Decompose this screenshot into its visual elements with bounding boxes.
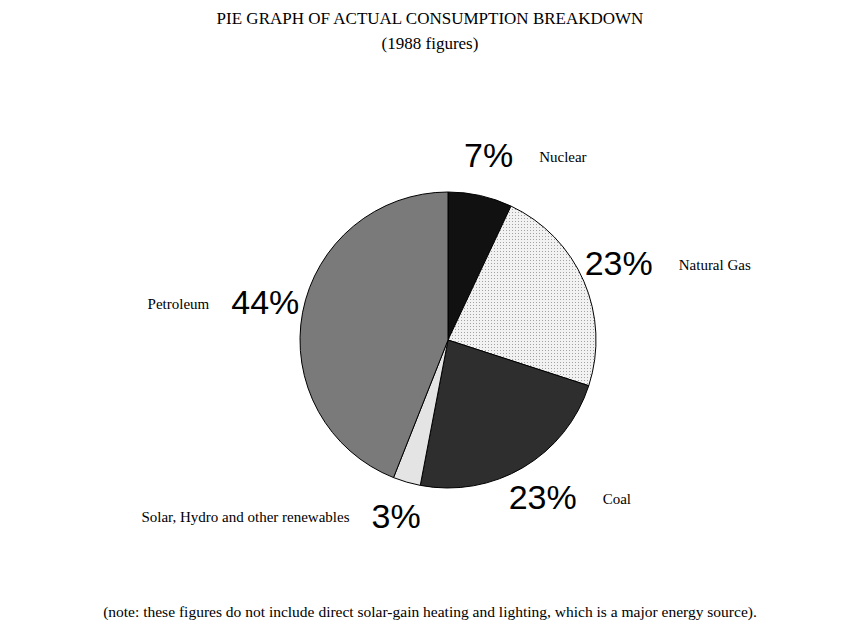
labels: 7% Nuclear 23% Natural Gas 23% Coal 3% Solar, H… — [141, 136, 751, 534]
annotation: (note: these figures do not include dire… — [103, 603, 757, 621]
category-label: Petroleum — [148, 296, 210, 312]
data-label: 23% — [509, 478, 577, 516]
category-label: Nuclear — [539, 149, 586, 165]
category-label: Solar, Hydro and other renewables — [141, 509, 349, 525]
data-label: 44% — [231, 283, 299, 321]
chart: PIE GRAPH OF ACTUAL CONSUMPTION BREAKDOW… — [0, 0, 860, 642]
pie — [300, 192, 596, 488]
data-label: 3% — [372, 497, 421, 535]
category-label: Natural Gas — [679, 257, 751, 273]
category-label: Coal — [603, 491, 631, 507]
slice — [300, 192, 448, 478]
data-label: 7% — [464, 136, 513, 174]
title: PIE GRAPH OF ACTUAL CONSUMPTION BREAKDOW… — [217, 9, 644, 28]
data-label: 23% — [585, 244, 653, 282]
subtitle: (1988 figures) — [382, 34, 479, 53]
slice — [420, 340, 588, 488]
